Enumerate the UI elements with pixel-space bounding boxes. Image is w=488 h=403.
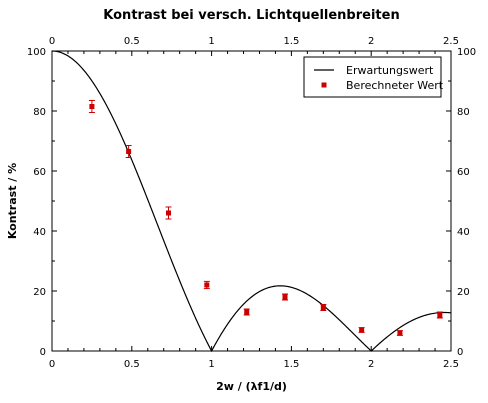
data-point: [203, 280, 210, 290]
x-tick-label-bottom: 0.5: [124, 359, 140, 370]
series-erwartungswert: [51, 50, 452, 353]
x-tick-label-bottom: 0: [49, 359, 55, 370]
y-tick-label-left: 80: [33, 107, 46, 118]
y-tick-label-right: 0: [457, 347, 463, 358]
x-tick-label-top: 0.5: [124, 36, 140, 47]
y-tick-label-right: 80: [457, 107, 470, 118]
y-tick-label-left: 20: [33, 287, 46, 298]
point-marker: [320, 305, 326, 310]
data-point: [436, 311, 443, 319]
y-tick-label-right: 60: [457, 167, 470, 178]
x-tick-label-top: 0: [49, 36, 55, 47]
legend-label-erwartungswert: Erwartungswert: [346, 64, 434, 77]
x-tick-label-top: 2: [368, 36, 374, 47]
x-tick-label-top: 1: [208, 36, 214, 47]
data-point: [243, 308, 250, 316]
y-tick-label-right: 40: [457, 227, 470, 238]
x-axis-bottom: 0 0.5 1 1.5 2 2.5: [49, 346, 459, 370]
point-marker: [359, 327, 365, 333]
data-point: [320, 304, 327, 311]
point-marker: [204, 282, 210, 288]
x-axis-top: 0 0.5 1 1.5 2 2.5: [49, 36, 459, 56]
data-point: [165, 206, 172, 220]
legend: Erwartungswert Berechneter Wert: [303, 56, 444, 98]
legend-marker-swatch: [321, 82, 327, 88]
y-tick-label-right: 20: [457, 287, 470, 298]
point-marker: [126, 149, 132, 154]
x-tick-label-top: 2.5: [443, 36, 459, 47]
y-tick-label-left: 40: [33, 227, 46, 238]
x-tick-label-bottom: 2: [368, 359, 374, 370]
series-berechneter-wert: [88, 100, 443, 336]
x-tick-label-bottom: 1: [208, 359, 214, 370]
legend-box: [303, 56, 442, 98]
point-marker: [437, 312, 443, 318]
point-marker: [397, 330, 403, 336]
y-axis-right: 0 20 40 60 80 100: [446, 47, 476, 358]
data-point: [358, 327, 365, 333]
x-tick-label-bottom: 1.5: [283, 359, 299, 370]
x-tick-label-bottom: 2.5: [443, 359, 459, 370]
y-axis-label: Kontrast / %: [6, 163, 19, 239]
data-point: [125, 145, 132, 158]
data-point: [282, 293, 289, 301]
data-point: [88, 100, 95, 113]
y-tick-label-left: 60: [33, 167, 46, 178]
y-tick-label-right: 100: [457, 47, 476, 58]
point-marker: [282, 294, 288, 300]
x-tick-label-top: 1.5: [283, 36, 299, 47]
chart-title: Kontrast bei versch. Lichtquellenbreiten: [103, 8, 399, 23]
point-marker: [89, 104, 95, 109]
point-marker: [166, 210, 172, 216]
y-tick-label-left: 0: [40, 347, 46, 358]
legend-label-berechneter-wert: Berechneter Wert: [346, 79, 444, 92]
expected-curve: [51, 50, 452, 353]
data-point: [396, 330, 403, 336]
point-marker: [244, 309, 250, 315]
x-axis-label: 2w / (λf1/d): [216, 380, 287, 393]
y-tick-label-left: 100: [27, 47, 46, 58]
